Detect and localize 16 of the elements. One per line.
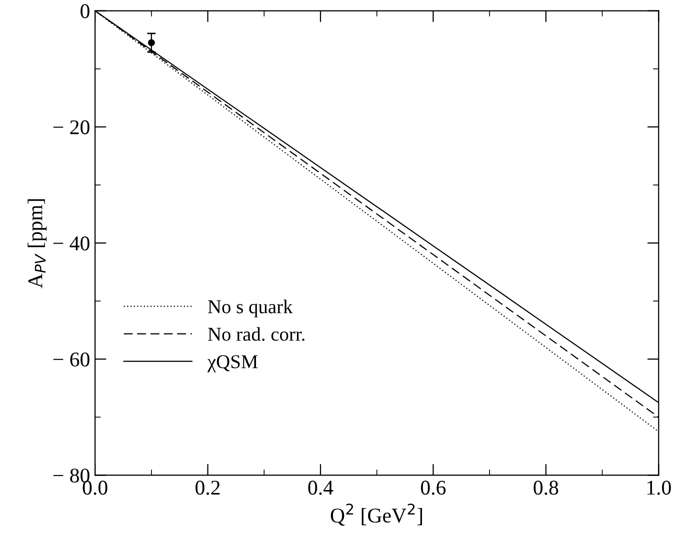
x-tick-label: 0.4 [308,480,334,495]
legend-label: χQSM [207,355,258,372]
x-tick-label: 0.0 [82,480,108,495]
y-tick-label: − 20 [53,120,90,134]
y-tick-label: − 40 [53,236,90,250]
x-tick-label: 0.2 [196,480,220,495]
legend-label: No rad. corr. [208,327,304,341]
x-tick-label: 0.6 [420,480,446,495]
x-axis-title: Q$^{2}$ [GeV$^{2}$] [330,504,422,526]
legend-label: No s quark [208,300,293,318]
y-tick-label: − 80 [53,468,90,483]
x-tick-label: 1.0 [647,480,671,495]
y-tick-label: − 60 [53,352,90,367]
y-axis-title: A$_{PV}$ [ppm] [28,199,47,288]
y-tick-label: 0 [80,4,90,18]
x-tick-label: 0.8 [534,480,558,495]
